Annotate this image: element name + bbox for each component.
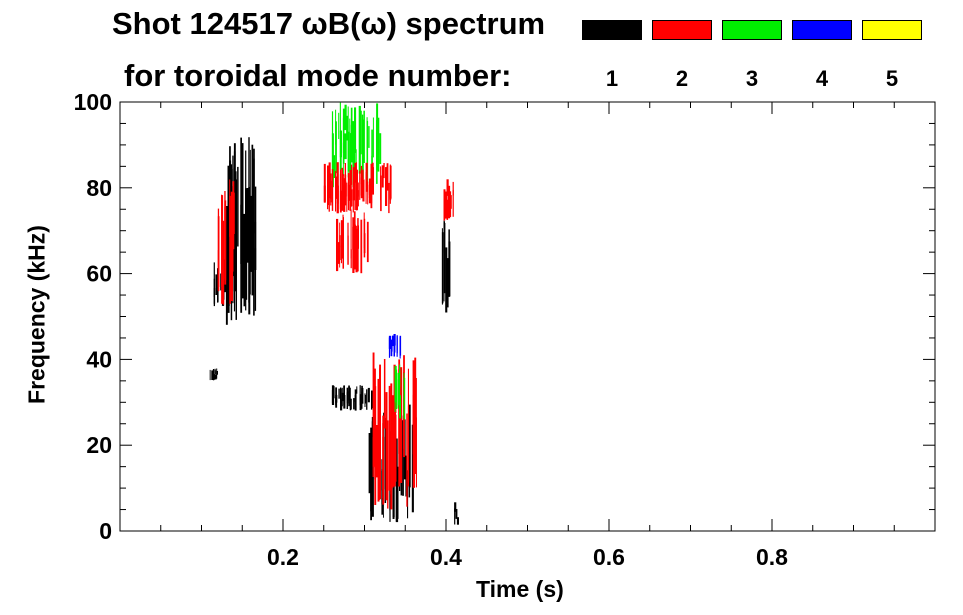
spectral-region-mode-2 [323,162,392,214]
spectral-region-mode-2 [443,179,454,221]
legend-swatch-mode-1 [582,20,642,40]
y-axis-label: Frequency (kHz) [23,225,50,404]
spectral-region-mode-2 [217,179,235,305]
x-tick-label: 0.8 [756,544,788,570]
x-tick-label: 0.6 [593,544,625,570]
y-tick-label: 20 [86,432,112,458]
x-axis-label: Time (s) [476,576,564,602]
y-tick-label: 40 [86,346,112,372]
legend-swatch-mode-5 [862,20,922,40]
spectral-region-mode-2 [336,209,369,274]
y-tick-label: 100 [74,89,112,115]
legend-label-mode-4: 4 [815,66,829,91]
spectral-region-mode-1 [331,385,373,411]
spectral-region-mode-1 [441,218,451,313]
spectral-region-mode-1 [454,502,459,525]
y-tick-label: 80 [86,175,112,201]
y-tick-label: 0 [99,518,112,544]
spectral-region-mode-1 [209,368,218,381]
spectrogram-data [209,102,459,525]
x-tick-label: 0.2 [267,544,299,570]
legend-label-mode-5: 5 [885,66,899,91]
legend-swatch-mode-4 [792,20,852,40]
chart-title-line1: Shot 124517 ωB(ω) spectrum [112,6,546,41]
legend-label-mode-2: 2 [675,66,689,91]
spectral-region-mode-3 [394,364,406,420]
legend-swatch-mode-3 [722,20,782,40]
x-tick-label: 0.4 [430,544,462,570]
legend-label-mode-1: 1 [605,66,619,91]
spectral-region-mode-3 [331,102,382,188]
legend-label-mode-3: 3 [745,66,759,91]
y-tick-label: 60 [86,261,112,287]
legend-swatch-mode-2 [652,20,712,40]
chart-title-line2: for toroidal mode number: [124,58,512,93]
spectral-region-mode-4 [388,334,402,359]
tick-labels: 0.2 0.4 0.6 0.8 0 20 40 60 80 100 [74,89,789,570]
axis-ticks [120,101,935,532]
